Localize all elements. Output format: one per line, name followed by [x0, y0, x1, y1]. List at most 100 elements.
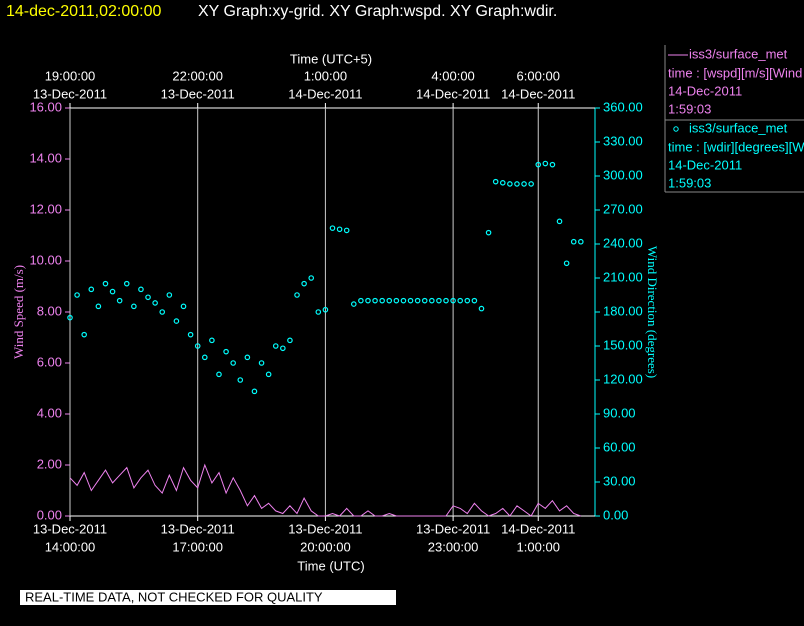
direction-point [166, 292, 173, 298]
direction-point [528, 181, 534, 187]
y-axis-title: Wind Speed (m/s) [11, 265, 26, 359]
direction-point [322, 306, 329, 313]
direction-point [251, 388, 258, 395]
direction-point [258, 360, 265, 366]
y2-tick-label: 240.00 [603, 235, 643, 250]
graph-title: XY Graph:xy-grid. XY Graph:wspd. XY Grap… [198, 3, 557, 20]
y2-tick-label: 180.00 [603, 303, 643, 318]
x-tick-label: 13-Dec-2011 [33, 521, 107, 536]
y-tick-label: 12.00 [29, 201, 62, 216]
direction-point [443, 297, 449, 304]
direction-point [450, 297, 456, 304]
direction-point [152, 300, 158, 306]
y2-tick-label: 30.00 [603, 473, 636, 488]
direction-point [478, 305, 485, 312]
direction-point [386, 297, 393, 304]
x-axis-title: Time (UTC) [297, 558, 364, 573]
direction-point [436, 297, 442, 304]
direction-point [492, 178, 499, 185]
direction-point [194, 343, 201, 349]
direction-point [272, 343, 279, 349]
y2-tick-label: 360.00 [603, 99, 643, 114]
direction-point [578, 238, 584, 245]
direction-point [535, 161, 542, 168]
direction-point [88, 286, 95, 293]
x-tick-label: 14:00:00 [45, 539, 96, 554]
y2-tick-label: 0.00 [603, 507, 628, 522]
timestamp: 14-dec-2011,02:00:00 [6, 3, 161, 20]
direction-point [365, 297, 371, 304]
direction-point [216, 371, 222, 378]
direction-point [358, 297, 364, 304]
y2-tick-label: 300.00 [603, 167, 643, 182]
direction-point [131, 303, 137, 310]
legend-marker [673, 126, 679, 132]
x-tick-label: 13-Dec-2011 [288, 521, 362, 536]
y-tick-label: 0.00 [37, 507, 62, 522]
x2-tick-label: 4:00:00 [431, 68, 474, 83]
direction-point [159, 309, 166, 315]
direction-point [301, 280, 307, 287]
direction-point [180, 303, 187, 310]
direction-point [421, 297, 428, 304]
x2-tick-label: 19:00:00 [45, 68, 96, 83]
direction-point [429, 297, 435, 304]
direction-point [109, 288, 116, 295]
direction-point [343, 227, 350, 234]
x2-tick-label: 1:00:00 [304, 68, 347, 83]
y-tick-label: 8.00 [37, 303, 62, 318]
x-tick-label: 13-Dec-2011 [161, 521, 235, 536]
y2-tick-label: 150.00 [603, 337, 643, 352]
direction-point [287, 337, 293, 344]
direction-point [74, 292, 80, 298]
direction-point [102, 280, 109, 287]
direction-point [315, 309, 322, 315]
direction-point [400, 297, 407, 304]
direction-point [223, 348, 229, 355]
direction-point [308, 275, 315, 281]
direction-point [485, 229, 492, 236]
legend-detail: 1:59:03 [668, 101, 711, 116]
direction-point [414, 297, 421, 304]
legend-detail: 14-Dec-2011 [668, 83, 742, 98]
x-tick-label: 17:00:00 [172, 539, 223, 554]
y2-axis-title: Wind Direction (degrees) [645, 246, 660, 378]
direction-point [95, 303, 102, 310]
y-tick-label: 4.00 [37, 405, 62, 420]
x2-tick-label: 13-Dec-2011 [33, 86, 107, 101]
direction-point [336, 226, 343, 233]
x-tick-label: 14-Dec-2011 [501, 521, 575, 536]
direction-point [471, 297, 478, 304]
direction-point [138, 286, 144, 293]
x2-tick-label: 14-Dec-2011 [416, 86, 490, 101]
direction-point [329, 225, 336, 231]
x-tick-label: 23:00:00 [428, 539, 479, 554]
direction-point [173, 318, 180, 324]
footer-box [20, 590, 396, 605]
direction-point [145, 294, 151, 301]
legend-label: iss3/surface_met [689, 46, 788, 61]
x-tick-label: 1:00:00 [517, 539, 560, 554]
direction-point [407, 297, 414, 304]
y2-tick-label: 120.00 [603, 371, 643, 386]
y2-tick-label: 90.00 [603, 405, 636, 420]
direction-point [457, 297, 464, 304]
y-tick-label: 16.00 [29, 99, 62, 114]
x2-tick-label: 6:00:00 [517, 68, 560, 83]
direction-point [81, 331, 87, 338]
legend-detail: time : [wspd][m/s][Wind [668, 65, 802, 80]
y2-tick-label: 270.00 [603, 201, 643, 216]
direction-point [201, 354, 208, 361]
y-tick-label: 6.00 [37, 354, 62, 369]
legend-detail: 1:59:03 [668, 175, 711, 190]
direction-point [563, 260, 570, 267]
direction-point [67, 314, 73, 321]
direction-point [549, 161, 556, 168]
direction-point [379, 297, 385, 304]
direction-point [237, 377, 244, 383]
direction-point [116, 297, 123, 304]
direction-point [521, 181, 527, 187]
legend-detail: 14-Dec-2011 [668, 157, 742, 172]
y-tick-label: 10.00 [29, 252, 62, 267]
